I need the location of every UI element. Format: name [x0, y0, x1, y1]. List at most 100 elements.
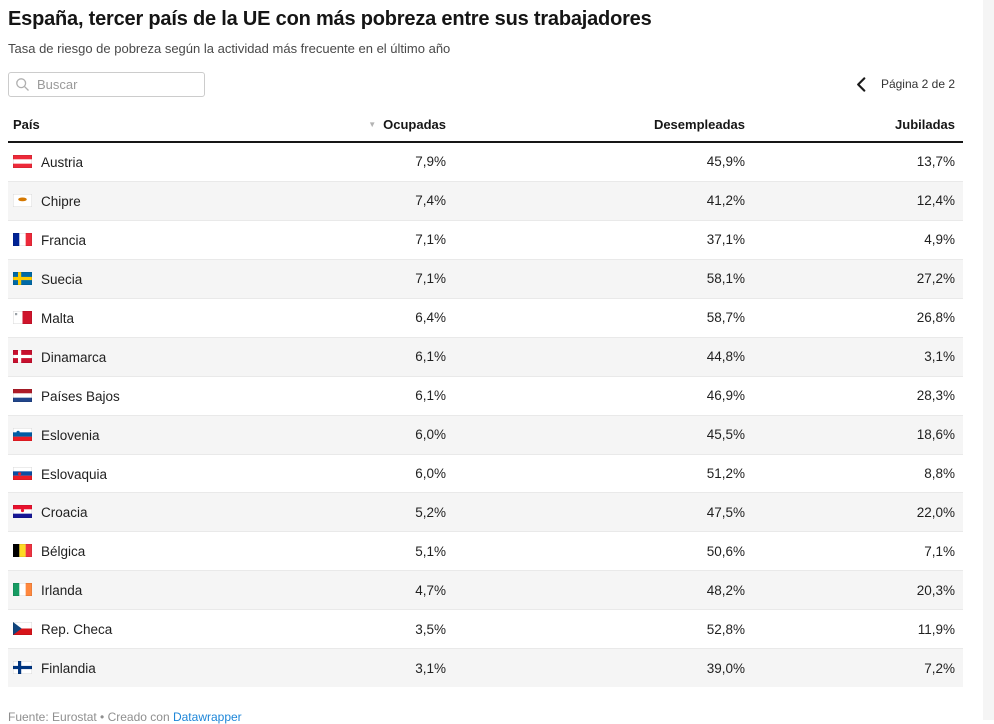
- value-cell-desempleadas: 48,2%: [706, 582, 745, 598]
- value-cell-ocupadas: 6,4%: [415, 310, 446, 326]
- country-cell: Eslovaquia: [8, 454, 258, 493]
- flag-icon: [13, 505, 32, 519]
- value-cell-ocupadas: 3,1%: [415, 660, 446, 676]
- country-cell: Irlanda: [8, 571, 258, 610]
- value-cell-jubiladas: 26,8%: [916, 310, 955, 326]
- value-cell-ocupadas: 5,2%: [415, 504, 446, 520]
- value-cell-desempleadas: 52,8%: [706, 621, 745, 637]
- table-row-finlandia: Finlandia 3,1% 39,0% 7,2%: [8, 648, 963, 688]
- value-cell-ocupadas: 7,9%: [415, 154, 446, 170]
- column-label: Jubiladas: [895, 117, 955, 132]
- value-cell-desempleadas: 58,7%: [706, 310, 745, 326]
- flag-icon: [13, 622, 32, 636]
- column-header-pa-s[interactable]: País: [8, 110, 258, 143]
- flag-icon: [13, 427, 32, 441]
- country-cell: Países Bajos: [8, 376, 258, 415]
- search-input[interactable]: [8, 71, 205, 97]
- flag-icon: [13, 310, 32, 324]
- flag-icon: [13, 232, 33, 246]
- country-label: Chipre: [41, 193, 81, 209]
- country-label: Eslovenia: [41, 427, 100, 443]
- value-cell-jubiladas: 11,9%: [917, 621, 955, 637]
- country-cell: Croacia: [8, 493, 258, 532]
- value-cell-ocupadas: 7,4%: [415, 193, 446, 209]
- data-table: País ▼ Ocupadas Desempleadas Jubiladas Austr…: [8, 110, 963, 688]
- value-cell-jubiladas: 20,3%: [916, 582, 955, 598]
- country-label: Rep. Checa: [41, 622, 113, 638]
- pagination-label: Página 2 de 2: [880, 77, 955, 91]
- chevron-left-icon: [857, 76, 866, 92]
- page-subtitle: Tasa de riesgo de pobreza según la activ…: [8, 41, 451, 56]
- table-row-malta: Malta 6,4% 58,7% 26,8%: [8, 298, 963, 337]
- page-title: España, tercer país de la UE con más pob…: [8, 8, 652, 30]
- value-cell-jubiladas: 3,1%: [924, 349, 955, 365]
- country-label: Francia: [41, 232, 87, 248]
- flag-icon: [13, 544, 33, 558]
- value-cell-desempleadas: 45,9%: [706, 154, 745, 170]
- country-cell: Finlandia: [8, 649, 258, 687]
- value-cell-ocupadas: 6,1%: [415, 388, 446, 404]
- flag-icon: [13, 583, 33, 597]
- value-cell-desempleadas: 45,5%: [706, 427, 745, 443]
- value-cell-desempleadas: 46,9%: [706, 388, 745, 404]
- table-row-chipre: Chipre 7,4% 41,2% 12,4%: [8, 181, 963, 221]
- value-cell-jubiladas: 7,2%: [924, 660, 955, 676]
- value-cell-jubiladas: 27,2%: [916, 271, 955, 287]
- table-row-irlanda: Irlanda 4,7% 48,2% 20,3%: [8, 570, 963, 610]
- column-header-desempleadas[interactable]: Desempleadas: [454, 110, 753, 143]
- country-cell: Suecia: [8, 259, 258, 298]
- country-label: Países Bajos: [41, 388, 120, 404]
- prev-page-button[interactable]: [856, 76, 866, 92]
- country-label: Eslovaquia: [41, 466, 108, 482]
- value-cell-jubiladas: 12,4%: [916, 193, 955, 209]
- value-cell-jubiladas: 4,9%: [924, 232, 955, 248]
- sort-desc-icon: ▼: [368, 120, 377, 129]
- table-row-pa-ses-bajos: Países Bajos 6,1% 46,9% 28,3%: [8, 376, 963, 415]
- table-row-eslovaquia: Eslovaquia 6,0% 51,2% 8,8%: [8, 454, 963, 493]
- value-cell-jubiladas: 22,0%: [916, 504, 955, 520]
- value-cell-ocupadas: 6,0%: [415, 465, 446, 481]
- datawrapper-link[interactable]: Datawrapper: [172, 710, 242, 724]
- pagination: Página 2 de 2: [856, 76, 955, 92]
- country-cell: Malta: [8, 298, 258, 337]
- value-cell-ocupadas: 7,1%: [415, 271, 446, 287]
- value-cell-desempleadas: 58,1%: [706, 271, 745, 287]
- country-cell: Eslovenia: [8, 415, 258, 454]
- country-label: Suecia: [41, 271, 83, 287]
- country-cell: Francia: [8, 220, 258, 259]
- column-header-ocupadas[interactable]: ▼ Ocupadas: [258, 110, 454, 143]
- flag-icon: [13, 349, 32, 363]
- flag-icon: [13, 155, 32, 169]
- country-label: Irlanda: [41, 583, 83, 599]
- flag-icon: [13, 193, 32, 207]
- value-cell-desempleadas: 41,2%: [706, 193, 745, 209]
- flag-icon: [13, 661, 32, 675]
- country-cell: Bélgica: [8, 532, 258, 571]
- country-cell: Chipre: [8, 181, 258, 220]
- value-cell-ocupadas: 4,7%: [415, 582, 446, 598]
- viewport-right-edge: [983, 0, 994, 720]
- value-cell-ocupadas: 3,5%: [415, 621, 446, 637]
- table-row-dinamarca: Dinamarca 6,1% 44,8% 3,1%: [8, 337, 963, 377]
- flag-icon: [13, 388, 32, 402]
- value-cell-jubiladas: 8,8%: [924, 465, 955, 481]
- value-cell-desempleadas: 50,6%: [706, 543, 745, 559]
- table-row-rep-checa: Rep. Checa 3,5% 52,8% 11,9%: [8, 609, 963, 649]
- search-box: [8, 71, 205, 97]
- table-row-suecia: Suecia 7,1% 58,1% 27,2%: [8, 259, 963, 299]
- country-cell: Dinamarca: [8, 337, 258, 376]
- flag-icon: [13, 271, 32, 285]
- country-label: Malta: [41, 310, 75, 326]
- value-cell-jubiladas: 28,3%: [916, 388, 955, 404]
- table-header-row: País ▼ Ocupadas Desempleadas Jubiladas: [8, 110, 963, 143]
- country-label: Finlandia: [41, 661, 96, 677]
- table-row-francia: Francia 7,1% 37,1% 4,9%: [8, 220, 963, 259]
- value-cell-ocupadas: 5,1%: [415, 543, 446, 559]
- country-cell: Rep. Checa: [8, 610, 258, 649]
- value-cell-ocupadas: 6,0%: [415, 427, 446, 443]
- value-cell-desempleadas: 37,1%: [706, 232, 745, 248]
- column-header-jubiladas[interactable]: Jubiladas: [753, 110, 963, 143]
- country-cell: Austria: [8, 142, 258, 181]
- table-row-croacia: Croacia 5,2% 47,5% 22,0%: [8, 492, 963, 532]
- value-cell-jubiladas: 7,1%: [924, 543, 955, 559]
